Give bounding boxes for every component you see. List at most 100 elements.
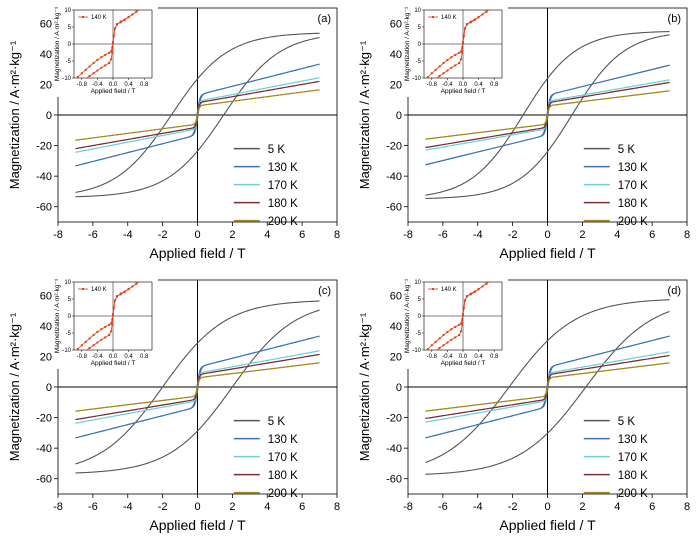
inset-legend-label: 140 K	[91, 287, 107, 293]
inset-y-tick-label: 0	[68, 42, 72, 48]
inset-point	[434, 68, 437, 71]
inset-point	[458, 62, 461, 65]
inset-point	[469, 292, 472, 295]
y-axis-label: Magnetization / A·m²·kg⁻¹	[357, 40, 372, 189]
inset-point	[458, 51, 461, 54]
x-tick-label: 8	[334, 229, 340, 241]
inset-y-tick-label: 10	[414, 8, 421, 14]
inset-y-tick-label: -5	[66, 331, 72, 337]
inset-y-axis-label: Magnetization / A·m²·kg⁻¹	[404, 6, 411, 81]
panel-label: (b)	[668, 13, 681, 25]
inset-point	[84, 340, 87, 343]
inset-point	[108, 51, 111, 54]
inset-x-tick-label: -0.4	[92, 354, 103, 360]
y-tick-label: 0	[396, 382, 402, 394]
panel-label: (a)	[318, 13, 331, 25]
legend-label: 5 K	[268, 416, 286, 428]
inset-x-tick-label: -0.8	[77, 354, 88, 360]
inset-point	[446, 330, 449, 333]
inset-point	[434, 77, 437, 78]
x-axis-label: Applied field / T	[499, 517, 596, 533]
legend-label: 200 K	[268, 216, 298, 228]
y-tick-label: -20	[386, 413, 402, 425]
legend-label: 130 K	[268, 162, 298, 174]
inset-point	[112, 35, 115, 38]
inset-point	[465, 23, 468, 26]
inset-point	[434, 349, 437, 350]
inset-point	[438, 74, 441, 77]
legend-label: 180 K	[618, 198, 648, 210]
series-5k-ascending	[75, 37, 320, 198]
inset: -0.8 -0.4 0.0 0.4 0.8 -10 -5 0 5 10 Applied field …	[52, 6, 158, 97]
legend-label: 170 K	[268, 452, 298, 464]
inset-x-tick-label: 0.8	[140, 82, 149, 88]
inset-y-tick-label: -5	[66, 59, 72, 65]
y-tick-label: -20	[36, 141, 52, 153]
inset-point	[465, 295, 468, 298]
panel-label: (d)	[668, 285, 681, 297]
panel-label: (c)	[318, 285, 331, 297]
inset-x-axis-label: Applied field / T	[91, 88, 136, 95]
inset-point	[461, 51, 464, 54]
x-tick-label: 6	[649, 229, 655, 241]
inset-point	[115, 295, 118, 298]
y-tick-label: -20	[386, 141, 402, 153]
inset-y-axis-label: Magnetization / A·m²·kg⁻¹	[54, 6, 61, 81]
inset-point	[481, 285, 484, 288]
legend-label: 5 K	[618, 144, 636, 156]
series-5k-ascending	[75, 309, 320, 474]
legend-label: 130 K	[268, 434, 298, 446]
y-tick-label: 20	[390, 79, 402, 91]
inset-point	[111, 51, 114, 54]
y-tick-label: -40	[36, 171, 52, 183]
inset-point	[131, 285, 134, 288]
x-axis-label: Applied field / T	[499, 245, 596, 261]
inset-point	[108, 62, 111, 65]
legend-label: 200 K	[618, 488, 648, 500]
inset-point	[96, 341, 99, 344]
inset-point	[450, 56, 453, 59]
x-tick-label: -4	[123, 501, 133, 513]
x-tick-label: -6	[88, 229, 98, 241]
inset-point	[462, 307, 465, 310]
inset-x-tick-label: -0.8	[427, 354, 438, 360]
x-tick-label: -6	[438, 501, 448, 513]
inset-point	[92, 344, 95, 347]
inset-x-tick-label: -0.8	[77, 82, 88, 88]
series-200k-descending	[75, 89, 320, 141]
inset-point	[110, 50, 113, 53]
series-5k-ascending	[425, 34, 670, 199]
inset-point	[460, 322, 463, 325]
inset-point	[110, 58, 113, 61]
x-tick-label: 0	[544, 501, 550, 513]
inset-legend-label: 140 K	[91, 15, 107, 21]
y-tick-label: -40	[386, 171, 402, 183]
inset-point	[463, 299, 466, 302]
inset-point	[84, 349, 87, 350]
inset-point	[462, 313, 464, 316]
inset-series-140k	[426, 282, 490, 350]
y-tick-label: 60	[390, 18, 402, 30]
inset-x-tick-label: 0.8	[490, 354, 499, 360]
inset-point	[80, 344, 83, 347]
inset-y-tick-label: -5	[416, 331, 422, 337]
inset-point	[454, 53, 457, 56]
legend-label: 180 K	[268, 470, 298, 482]
legend-label: 5 K	[268, 144, 286, 156]
y-tick-label: 0	[396, 110, 402, 122]
y-tick-label: -40	[386, 443, 402, 455]
inset-x-tick-label: 0.0	[109, 82, 118, 88]
x-tick-label: 6	[299, 501, 305, 513]
x-axis-label: Applied field / T	[149, 245, 246, 261]
legend-label: 130 K	[618, 162, 648, 174]
inset-y-tick-label: 5	[68, 25, 72, 31]
inset-point	[131, 13, 134, 16]
inset-point	[450, 338, 453, 341]
inset-point	[485, 10, 488, 13]
x-tick-label: 8	[334, 501, 340, 513]
inset-point	[113, 299, 116, 302]
x-tick-label: 4	[264, 229, 270, 241]
